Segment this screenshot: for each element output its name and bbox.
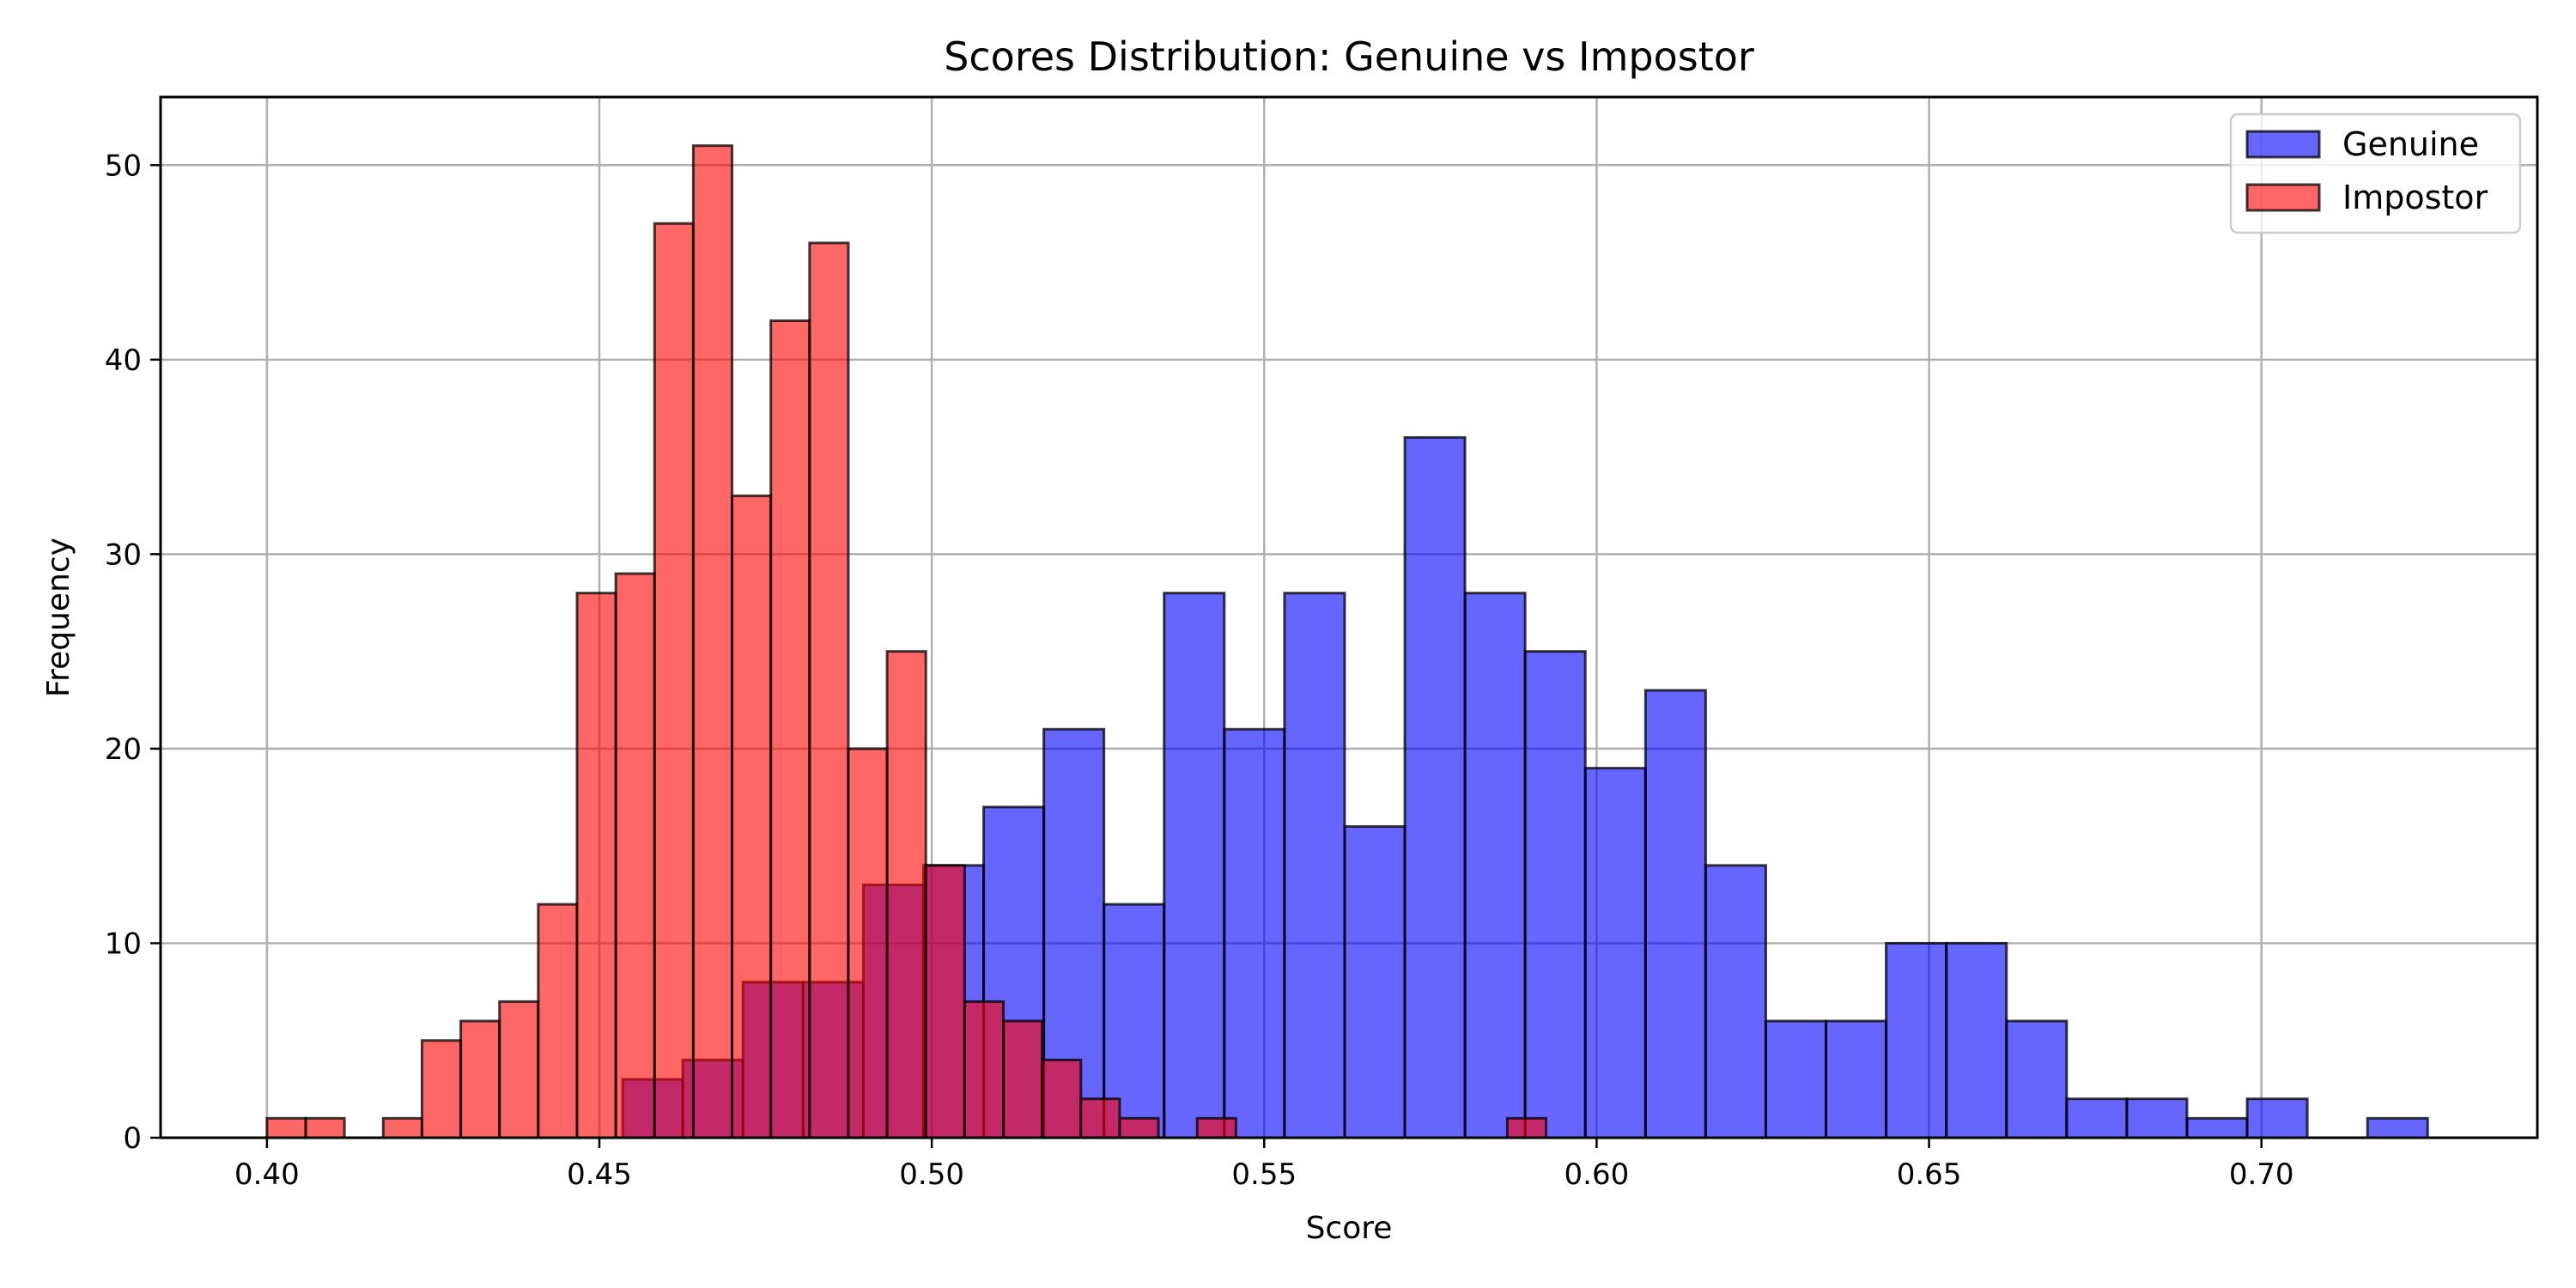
impostor-bar <box>653 222 695 1139</box>
impostor-bar <box>1505 1116 1547 1139</box>
y-tick-label: 10 <box>105 927 142 961</box>
legend: Genuine Impostor <box>2229 112 2522 234</box>
impostor-bar <box>420 1039 463 1139</box>
impostor-bar <box>537 902 579 1139</box>
impostor-bar <box>1041 1058 1083 1139</box>
genuine-bar <box>1223 727 1286 1139</box>
legend-swatch-genuine <box>2245 130 2321 159</box>
genuine-bar <box>1583 767 1647 1139</box>
genuine-bar <box>2245 1097 2309 1139</box>
x-tick-label: 0.45 <box>567 1157 632 1192</box>
genuine-bar <box>1885 941 1948 1139</box>
genuine-bar <box>1523 650 1587 1139</box>
genuine-bar <box>1163 592 1226 1139</box>
ticks-layer: 0.40 0.45 0.50 0.55 0.60 0.65 0.70 0 10 20 30 40 50 <box>105 149 2294 1192</box>
chart-title: Scores Distribution: Genuine vs Impostor <box>944 33 1754 80</box>
genuine-bar <box>2125 1097 2189 1139</box>
impostor-bar <box>731 494 773 1139</box>
impostor-bar <box>691 144 734 1139</box>
impostor-bar <box>885 650 927 1139</box>
x-tick-label: 0.60 <box>1564 1157 1630 1192</box>
impostor-bar <box>1118 1116 1160 1139</box>
genuine-bar <box>1643 689 1707 1139</box>
genuine-bar <box>2185 1116 2249 1139</box>
genuine-bar <box>1343 825 1406 1139</box>
x-tick-label: 0.65 <box>1897 1157 1962 1192</box>
y-tick-label: 40 <box>105 343 142 378</box>
legend-label-genuine: Genuine <box>2342 125 2479 163</box>
genuine-bar <box>1283 592 1346 1139</box>
genuine-bar <box>1764 1019 1828 1139</box>
impostor-bar <box>265 1116 307 1139</box>
genuine-bar <box>1825 1019 1888 1139</box>
impostor-bar <box>769 319 811 1139</box>
genuine-bar <box>1945 941 2008 1139</box>
impostor-bar <box>459 1019 501 1139</box>
impostor-bar <box>304 1116 346 1139</box>
series-impostor <box>265 144 1547 1139</box>
y-tick-label: 50 <box>105 149 142 183</box>
genuine-bar <box>2366 1116 2429 1139</box>
impostor-bar <box>963 999 1005 1139</box>
y-tick-label: 30 <box>105 538 142 572</box>
impostor-bar <box>1002 1019 1044 1139</box>
impostor-bar <box>614 572 656 1139</box>
impostor-bar <box>847 747 889 1139</box>
plot-frame <box>159 95 2539 1139</box>
y-tick-label: 0 <box>123 1121 142 1156</box>
legend-label-impostor: Impostor <box>2342 179 2488 216</box>
genuine-bar <box>2005 1019 2069 1139</box>
genuine-bar <box>1463 592 1527 1139</box>
x-axis-title: Score <box>1306 1211 1393 1246</box>
impostor-bar <box>381 1116 423 1139</box>
impostor-bar <box>575 592 617 1139</box>
genuine-bar <box>2065 1097 2129 1139</box>
impostor-bar <box>1195 1116 1237 1139</box>
x-tick-label: 0.50 <box>899 1157 964 1192</box>
y-axis-title: Frequency <box>41 538 76 697</box>
impostor-bar <box>924 864 966 1139</box>
legend-swatch-impostor <box>2245 183 2321 212</box>
genuine-bar <box>1704 864 1767 1139</box>
impostor-bar <box>498 999 540 1139</box>
x-tick-label: 0.40 <box>234 1157 300 1192</box>
genuine-bar <box>1403 435 1467 1139</box>
impostor-bar <box>1079 1097 1121 1139</box>
x-tick-label: 0.70 <box>2229 1157 2294 1192</box>
bars-layer <box>265 144 2429 1139</box>
x-tick-label: 0.55 <box>1231 1157 1297 1192</box>
y-tick-label: 20 <box>105 732 142 767</box>
impostor-bar <box>808 241 850 1139</box>
